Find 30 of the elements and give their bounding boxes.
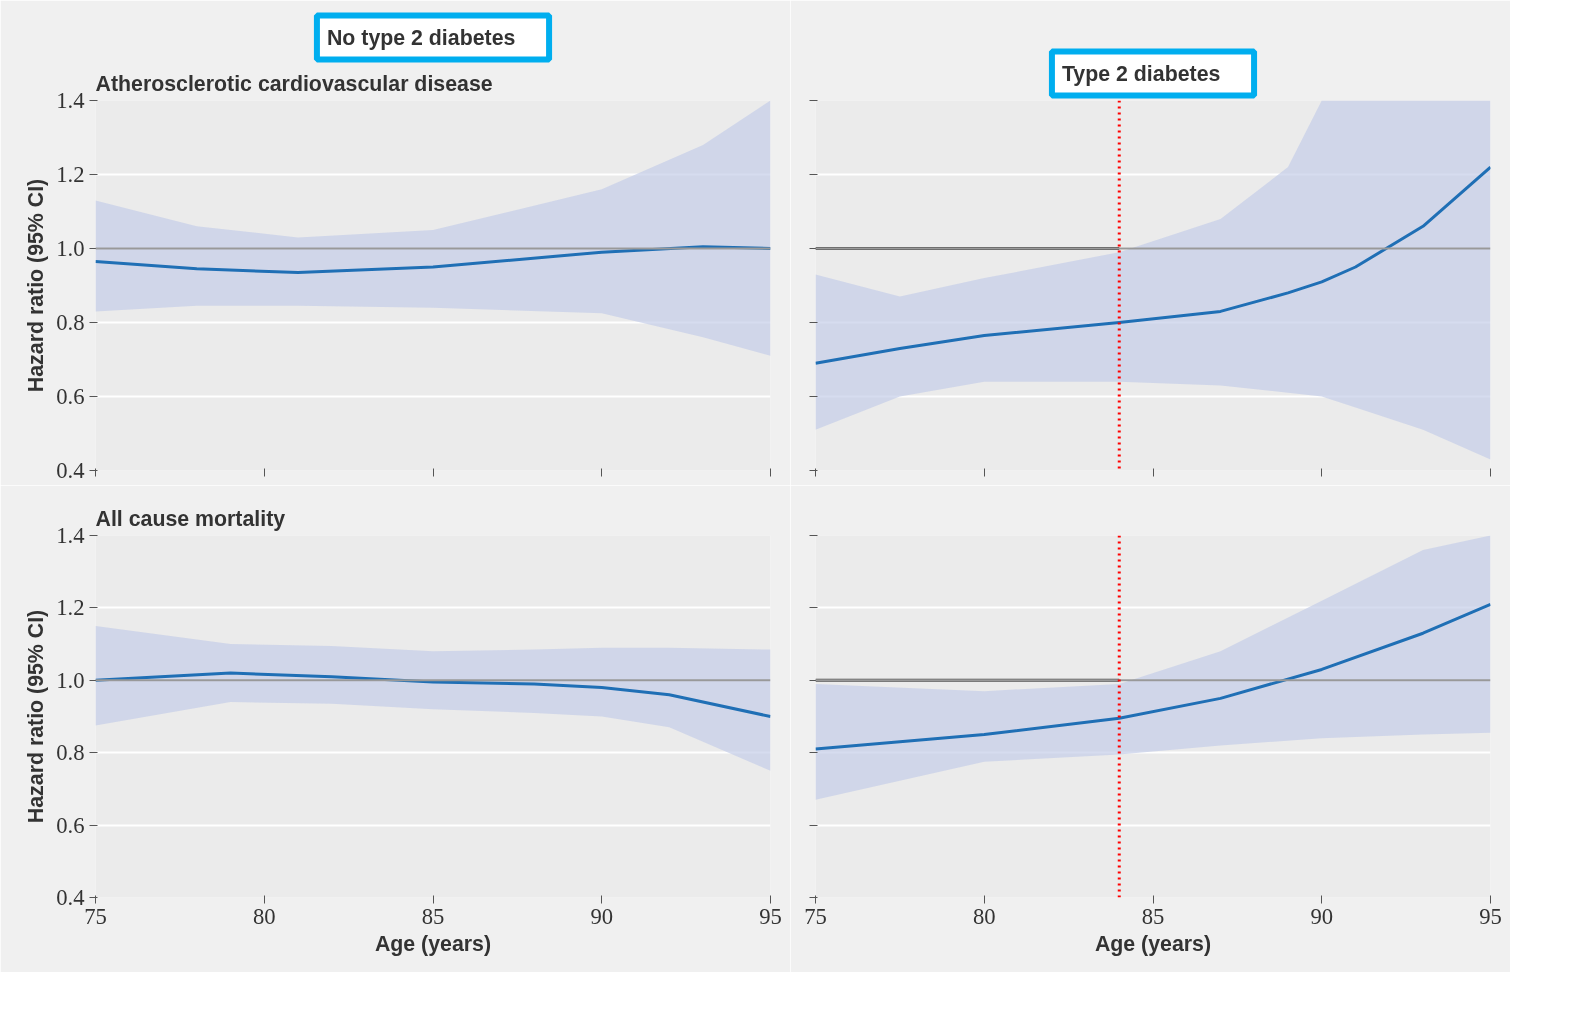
x-tick-label: 80 xyxy=(972,903,996,929)
y-axis-title: Hazard ratio (95% CI) xyxy=(24,609,49,824)
y-tick-label: 1.0 xyxy=(56,667,85,693)
y-tick-label: 0.6 xyxy=(56,812,85,838)
x-tick-label: 85 xyxy=(1141,903,1165,929)
y-tick-label: 0.8 xyxy=(56,310,85,335)
x-axis-title: Age (years) xyxy=(374,931,492,956)
x-tick-label: 90 xyxy=(590,903,614,929)
y-tick-label: 1.0 xyxy=(56,236,85,261)
y-tick-label: 0.8 xyxy=(56,740,85,766)
y-tick-label: 1.4 xyxy=(56,88,85,113)
x-tick-label: 75 xyxy=(84,903,107,929)
y-axis-title: Hazard ratio (95% CI) xyxy=(24,178,49,393)
y-tick-label: 0.4 xyxy=(56,458,85,483)
y-tick-label: 0.6 xyxy=(56,384,85,409)
chart-title: No type 2 diabetes xyxy=(326,25,516,50)
y-tick-label: 0.4 xyxy=(56,885,85,910)
x-axis-title: Age (years) xyxy=(1094,931,1212,956)
y-tick-label: 1.4 xyxy=(56,523,85,548)
x-tick-label: 80 xyxy=(252,903,276,929)
y-tick-label: 1.2 xyxy=(56,595,85,621)
x-tick-label: 75 xyxy=(804,903,827,929)
x-tick-label: 95 xyxy=(759,903,782,929)
y-tick-label: 1.2 xyxy=(56,162,85,187)
x-tick-label: 85 xyxy=(421,903,445,929)
x-tick-label: 90 xyxy=(1310,903,1334,929)
chart-subtitle: Atherosclerotic cardiovascular disease xyxy=(95,71,493,96)
x-tick-label: 95 xyxy=(1479,903,1502,929)
chart-title: Type 2 diabetes xyxy=(1061,61,1221,86)
chart-subtitle: All cause mortality xyxy=(95,506,286,531)
